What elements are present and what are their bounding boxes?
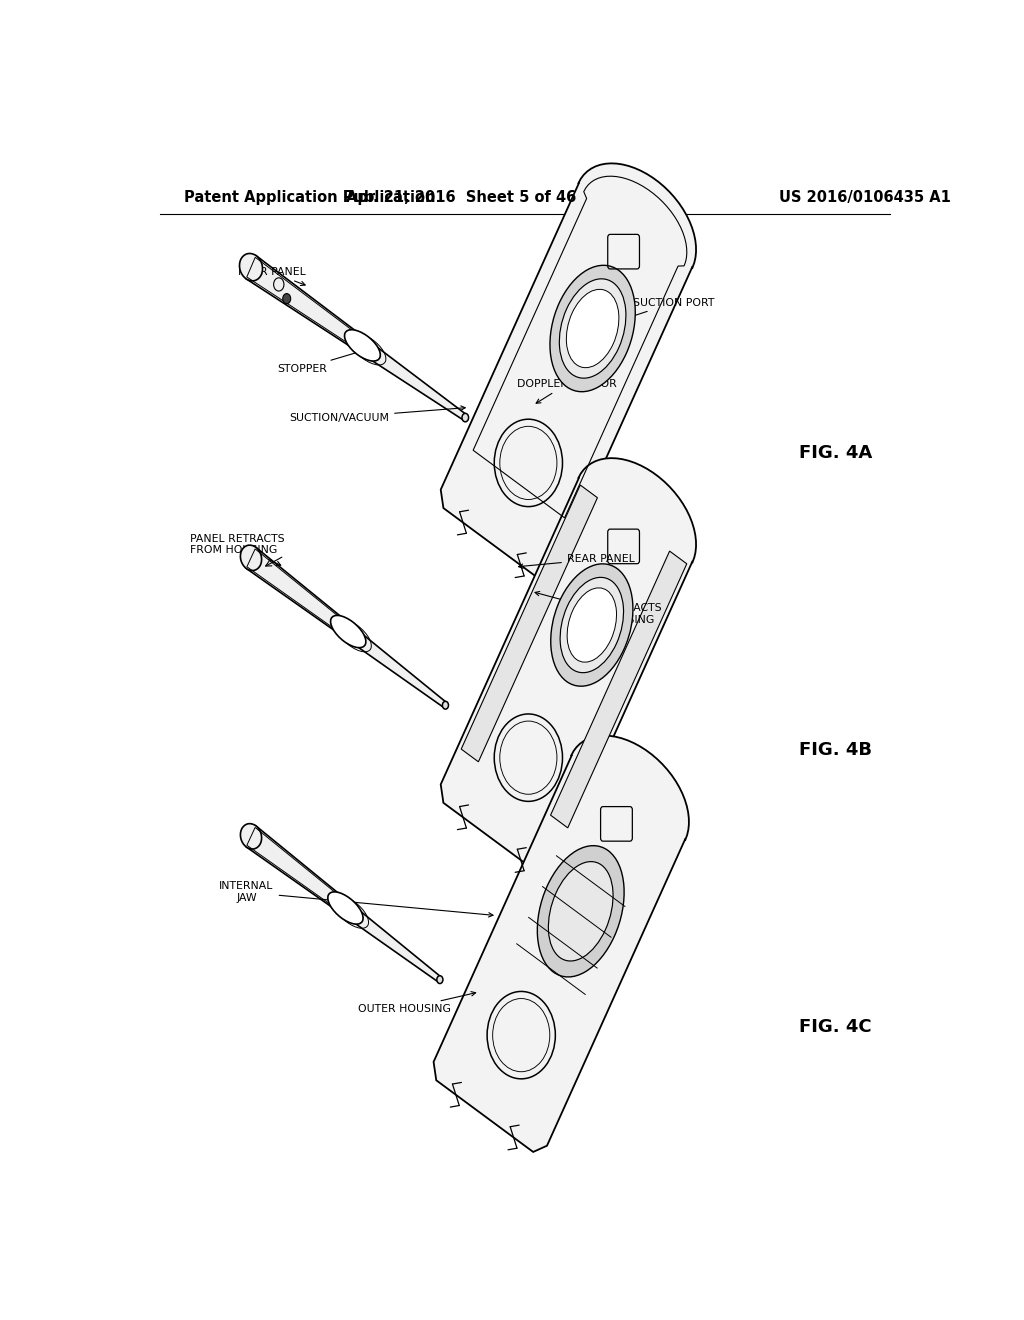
Ellipse shape [559, 279, 626, 379]
Ellipse shape [462, 413, 469, 422]
Text: STOPPER: STOPPER [278, 350, 364, 374]
Ellipse shape [549, 862, 613, 961]
Ellipse shape [241, 545, 261, 570]
Text: REAR PANEL: REAR PANEL [518, 554, 635, 569]
Text: US 2016/0106435 A1: US 2016/0106435 A1 [778, 190, 950, 205]
Text: DOPPLER SENSOR: DOPPLER SENSOR [517, 379, 616, 403]
Polygon shape [461, 484, 597, 762]
Ellipse shape [567, 587, 616, 663]
Ellipse shape [331, 615, 366, 648]
Ellipse shape [442, 701, 449, 709]
Text: SUCTION PORT: SUCTION PORT [579, 298, 714, 335]
Ellipse shape [241, 824, 261, 849]
Text: PANEL RETRACTS
FROM HOUSING: PANEL RETRACTS FROM HOUSING [535, 591, 662, 624]
Polygon shape [246, 548, 446, 708]
Ellipse shape [328, 892, 364, 924]
Polygon shape [551, 550, 687, 828]
Text: Apr. 21, 2016  Sheet 5 of 46: Apr. 21, 2016 Sheet 5 of 46 [346, 190, 577, 205]
Ellipse shape [344, 330, 380, 362]
Text: FIG. 4B: FIG. 4B [799, 741, 871, 759]
Polygon shape [246, 256, 467, 421]
Ellipse shape [560, 577, 624, 673]
Text: Patent Application Publication: Patent Application Publication [183, 190, 435, 205]
Ellipse shape [550, 265, 635, 392]
Text: FIG. 4A: FIG. 4A [799, 444, 871, 462]
Text: SUCTION/VACUUM: SUCTION/VACUUM [289, 407, 465, 422]
Text: REAR PANEL: REAR PANEL [238, 267, 305, 285]
Text: OUTER HOUSING: OUTER HOUSING [358, 991, 476, 1014]
Ellipse shape [566, 289, 618, 368]
Polygon shape [433, 735, 689, 1152]
Ellipse shape [551, 564, 633, 686]
Text: INTERNAL
JAW: INTERNAL JAW [219, 882, 493, 917]
Text: PANEL RETRACTS
FROM HOUSING: PANEL RETRACTS FROM HOUSING [189, 533, 285, 565]
Ellipse shape [538, 846, 624, 977]
Ellipse shape [437, 975, 443, 983]
Ellipse shape [240, 253, 262, 281]
Polygon shape [440, 458, 696, 874]
Circle shape [283, 293, 291, 304]
Polygon shape [440, 164, 696, 579]
Polygon shape [246, 826, 441, 982]
Text: FIG. 4C: FIG. 4C [799, 1019, 871, 1036]
